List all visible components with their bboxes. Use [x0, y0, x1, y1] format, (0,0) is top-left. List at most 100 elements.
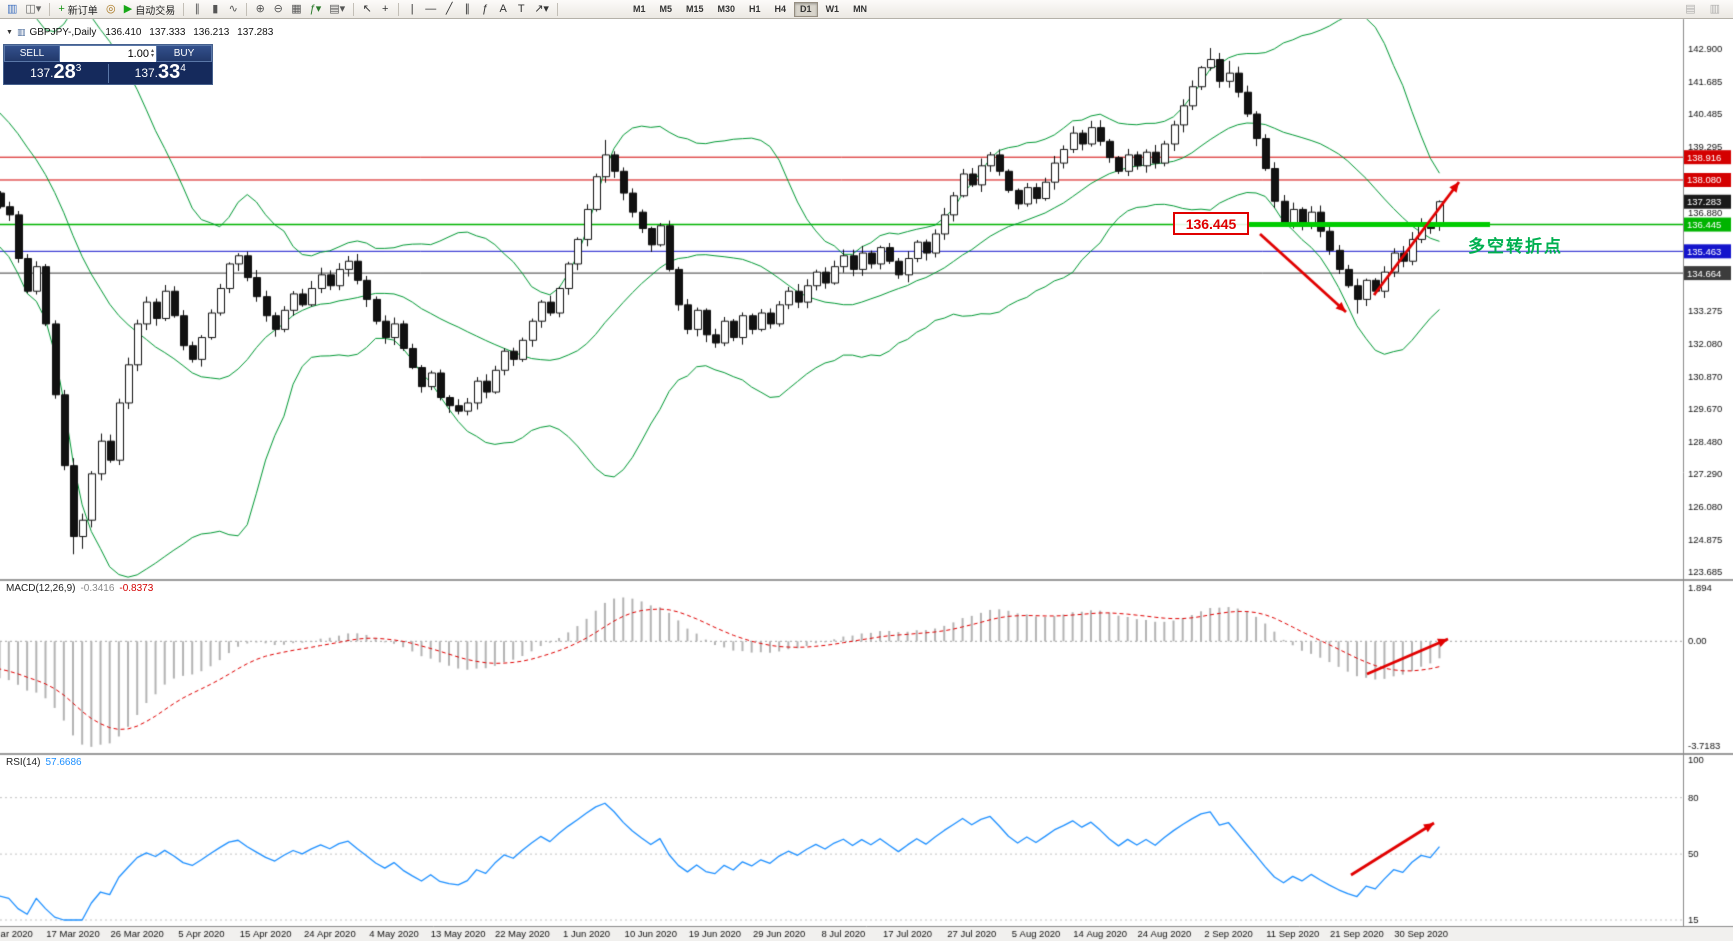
buy-price-big: 33 [158, 61, 181, 83]
candlestick-chart-button[interactable]: ▮ [206, 1, 224, 18]
toolbar-separator [246, 2, 248, 16]
entry-price-annotation[interactable]: 136.445 [1173, 212, 1249, 235]
tile-windows-icon: ▦ [291, 2, 302, 15]
indicators-icon: ƒ▾ [309, 2, 322, 15]
ohlc-high: 137.333 [149, 27, 186, 38]
new-order-button[interactable]: + 新订单 [54, 1, 101, 18]
symbol-period-label: GBPJPY-,Daily [29, 27, 97, 38]
fibonacci-button[interactable]: ƒ [476, 1, 494, 18]
new-chart-icon: ▥ [7, 2, 18, 15]
timeframe-m30-button[interactable]: M30 [717, 4, 736, 14]
one-click-collapse-icon[interactable]: ▼ [6, 29, 13, 36]
symbol-info: ▼ ▥ GBPJPY-,Daily 136.410 137.333 136.21… [6, 27, 273, 38]
spinner-down-icon[interactable]: ▾ [150, 53, 154, 59]
bar-chart-button[interactable]: ∥ [188, 1, 206, 18]
zoom-out-button[interactable]: ⊖ [269, 1, 287, 18]
line-chart-button[interactable]: ∿ [224, 1, 242, 18]
bar-chart-icon: ∥ [194, 2, 200, 15]
buy-price-base: 137. [134, 66, 159, 80]
price-divider [107, 63, 109, 83]
vertical-line-button[interactable]: | [403, 1, 421, 18]
toolbar-separator [556, 2, 558, 16]
timeframe-d1-button[interactable]: D1 [794, 1, 818, 17]
profiles-icon: ◫▾ [25, 2, 42, 15]
candlestick-chart-icon: ▮ [212, 2, 219, 15]
autotrading-button-label: 自动交易 [135, 5, 176, 17]
timeframe-h1-button[interactable]: H1 [749, 4, 761, 14]
cursor-icon: ↖ [362, 2, 372, 15]
trendline-button[interactable]: ╱ [440, 1, 458, 18]
market-button[interactable]: ◎ [102, 1, 120, 18]
spinner-up-icon[interactable]: ▴ [150, 48, 154, 54]
crosshair-button[interactable]: + [376, 1, 394, 18]
macd-name: MACD(12,26,9) [6, 583, 76, 594]
buy-button[interactable]: BUY [156, 45, 212, 62]
autotrading-button[interactable]: ▶ 自动交易 [120, 1, 179, 18]
templates-button[interactable]: ▤▾ [325, 1, 349, 18]
label-button[interactable]: T [512, 1, 530, 18]
ohlc-values: 136.410 137.333 136.213 137.283 [100, 27, 273, 38]
sell-price-base: 137. [30, 66, 54, 80]
timeframe-m15-button[interactable]: M15 [685, 4, 704, 14]
text-button[interactable]: A [494, 1, 512, 18]
sell-button[interactable]: SELL [4, 45, 60, 62]
volume-spinner[interactable]: ▴ ▾ [150, 48, 154, 59]
timeframe-mn-button[interactable]: MN [853, 4, 868, 14]
rsi-value: 57.6686 [45, 757, 82, 768]
ohlc-low: 136.213 [193, 27, 230, 38]
horizontal-line-button[interactable]: ― [421, 1, 440, 18]
channel-button[interactable]: ∥ [458, 1, 476, 18]
vertical-line-icon: | [410, 2, 414, 15]
data-window-icon[interactable]: ▤ [1681, 1, 1699, 18]
data-window-icon: ▤ [1685, 2, 1696, 15]
sell-price[interactable]: 137. 28 3 [4, 61, 108, 83]
sell-price-big: 28 [53, 61, 76, 83]
sell-price-sup: 3 [75, 63, 82, 74]
navigator-icon[interactable]: ▥ [1706, 1, 1724, 18]
buy-price[interactable]: 137. 33 4 [109, 61, 213, 83]
toolbar-separator [183, 2, 185, 16]
trendline-icon: ╱ [445, 2, 453, 15]
indicators-button[interactable]: ƒ▾ [306, 1, 326, 18]
turning-point-annotation[interactable]: 多空转折点 [1468, 237, 1563, 256]
line-chart-icon: ∿ [228, 2, 238, 15]
macd-indicator-label: MACD(12,26,9) -0.3416 -0.8373 [6, 583, 153, 594]
main-toolbar: ▥ ◫▾ + 新订单 ◎ ▶ 自动交易 ∥ ▮ ∿ ⊕ ⊖ ▦ ƒ▾ ▤▾ ↖ + | ― ╱ ∥ ƒ A T ↗▾ M1 M5 M1… [0, 0, 1733, 19]
arrows-icon: ↗▾ [534, 2, 549, 15]
templates-icon: ▤▾ [329, 2, 346, 15]
volume-input[interactable]: 1.00 ▴ ▾ [60, 45, 156, 62]
zoom-in-icon: ⊕ [255, 2, 265, 15]
toolbar-right-group: ▤ ▥ [1681, 1, 1730, 18]
cursor-button[interactable]: ↖ [358, 1, 376, 18]
rsi-indicator-label: RSI(14) 57.6686 [6, 757, 82, 768]
one-click-trading-panel: SELL 1.00 ▴ ▾ BUY 137. 28 3 137. 33 4 [3, 44, 213, 85]
toolbar-separator [353, 2, 355, 16]
macd-signal-value: -0.8373 [119, 583, 154, 594]
timeframe-m5-button[interactable]: M5 [659, 4, 672, 14]
horizontal-line-icon: ― [425, 2, 437, 15]
navigator-icon: ▥ [1709, 2, 1720, 15]
fibonacci-icon: ƒ [482, 2, 489, 15]
zoom-out-icon: ⊖ [273, 2, 283, 15]
zoom-in-button[interactable]: ⊕ [251, 1, 269, 18]
macd-main-value: -0.3416 [80, 583, 115, 594]
market-icon: ◎ [105, 2, 116, 15]
volume-value: 1.00 [127, 48, 149, 60]
label-icon: T [517, 2, 525, 15]
ohlc-close: 137.283 [237, 27, 274, 38]
timeframe-m1-button[interactable]: M1 [632, 4, 646, 14]
timeframe-w1-button[interactable]: W1 [825, 4, 840, 14]
ohlc-open: 136.410 [105, 27, 142, 38]
new-order-icon: + [58, 2, 65, 15]
crosshair-icon: + [381, 2, 389, 15]
timeframe-h4-button[interactable]: H4 [774, 4, 787, 14]
mini-chart-icon: ▥ [16, 27, 26, 37]
new-chart-button[interactable]: ▥ [3, 1, 21, 18]
rsi-name: RSI(14) [6, 757, 41, 768]
toolbar-separator [398, 2, 400, 16]
arrows-button[interactable]: ↗▾ [530, 1, 553, 18]
tile-windows-button[interactable]: ▦ [287, 1, 305, 18]
profiles-button[interactable]: ◫▾ [21, 1, 45, 18]
